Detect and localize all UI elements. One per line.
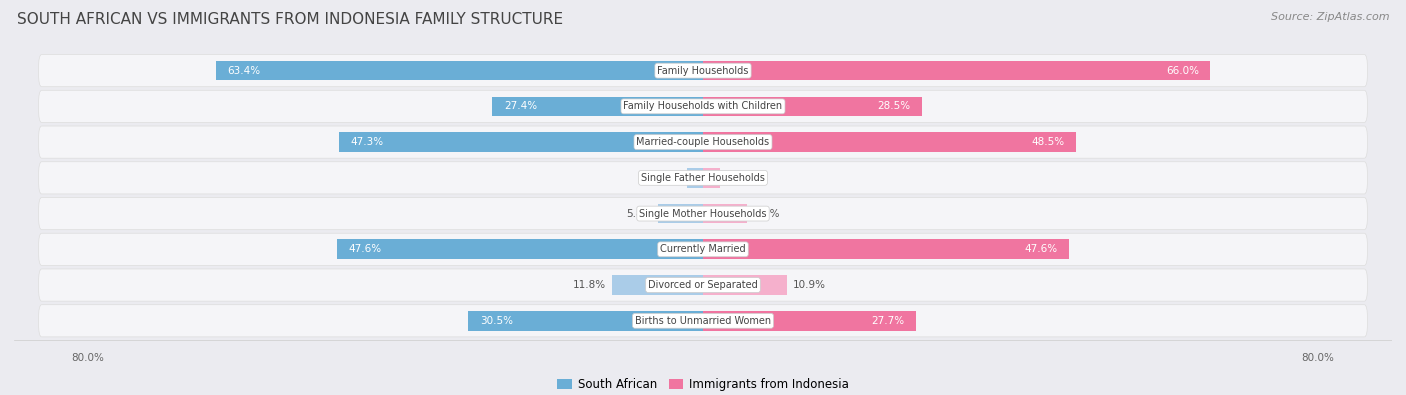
Text: Single Mother Households: Single Mother Households xyxy=(640,209,766,218)
Text: Divorced or Separated: Divorced or Separated xyxy=(648,280,758,290)
Text: 47.6%: 47.6% xyxy=(349,245,381,254)
Text: 5.8%: 5.8% xyxy=(626,209,652,218)
Text: 47.3%: 47.3% xyxy=(352,137,384,147)
FancyBboxPatch shape xyxy=(38,90,1368,122)
Bar xyxy=(492,96,703,116)
FancyBboxPatch shape xyxy=(38,233,1368,265)
Text: Family Households: Family Households xyxy=(658,66,748,75)
Text: 28.5%: 28.5% xyxy=(877,102,911,111)
Text: 66.0%: 66.0% xyxy=(1166,66,1199,75)
Text: 27.4%: 27.4% xyxy=(503,102,537,111)
Bar xyxy=(703,239,1069,259)
Text: 47.6%: 47.6% xyxy=(1025,245,1057,254)
Bar xyxy=(703,96,922,116)
Bar xyxy=(339,132,703,152)
FancyBboxPatch shape xyxy=(38,305,1368,337)
Text: 5.7%: 5.7% xyxy=(754,209,779,218)
Text: 2.1%: 2.1% xyxy=(654,173,681,183)
Text: 10.9%: 10.9% xyxy=(793,280,825,290)
Text: 63.4%: 63.4% xyxy=(226,66,260,75)
Text: SOUTH AFRICAN VS IMMIGRANTS FROM INDONESIA FAMILY STRUCTURE: SOUTH AFRICAN VS IMMIGRANTS FROM INDONES… xyxy=(17,12,562,27)
Text: 11.8%: 11.8% xyxy=(574,280,606,290)
Bar xyxy=(703,311,915,331)
Bar xyxy=(703,132,1076,152)
FancyBboxPatch shape xyxy=(38,162,1368,194)
Bar xyxy=(215,61,703,81)
Text: Births to Unmarried Women: Births to Unmarried Women xyxy=(636,316,770,326)
Text: 27.7%: 27.7% xyxy=(872,316,904,326)
Bar xyxy=(703,204,747,224)
Text: Source: ZipAtlas.com: Source: ZipAtlas.com xyxy=(1271,12,1389,22)
Text: 2.2%: 2.2% xyxy=(725,173,752,183)
FancyBboxPatch shape xyxy=(38,198,1368,229)
Text: Married-couple Households: Married-couple Households xyxy=(637,137,769,147)
Text: Single Father Households: Single Father Households xyxy=(641,173,765,183)
Bar xyxy=(703,61,1211,81)
Bar xyxy=(468,311,703,331)
Bar xyxy=(688,168,703,188)
Bar xyxy=(337,239,703,259)
Text: Family Households with Children: Family Households with Children xyxy=(623,102,783,111)
Text: 48.5%: 48.5% xyxy=(1031,137,1064,147)
Bar xyxy=(703,275,787,295)
Text: Currently Married: Currently Married xyxy=(661,245,745,254)
Bar xyxy=(612,275,703,295)
Bar xyxy=(703,168,720,188)
FancyBboxPatch shape xyxy=(38,269,1368,301)
Bar xyxy=(658,204,703,224)
FancyBboxPatch shape xyxy=(38,126,1368,158)
Legend: South African, Immigrants from Indonesia: South African, Immigrants from Indonesia xyxy=(553,373,853,395)
Text: 30.5%: 30.5% xyxy=(479,316,513,326)
FancyBboxPatch shape xyxy=(38,55,1368,87)
